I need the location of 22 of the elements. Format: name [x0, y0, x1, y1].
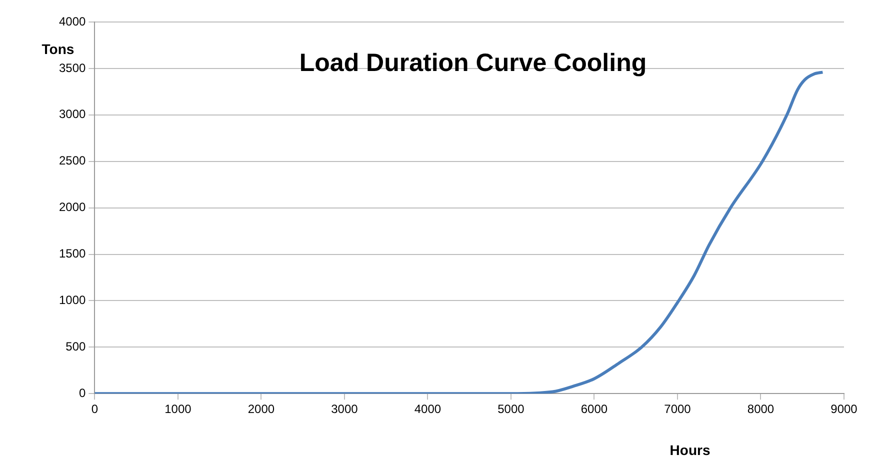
- x-tick-label: 6000: [580, 402, 608, 416]
- x-tick-label: 8000: [747, 402, 774, 416]
- x-tick-label: 1000: [164, 402, 192, 416]
- y-tick-label: 2000: [58, 200, 86, 214]
- x-tick-label: 7000: [664, 402, 692, 416]
- y-tick-label: 2500: [58, 154, 86, 168]
- y-tick-label: 1000: [58, 293, 86, 308]
- text: Load Duration Curve Cooling: [299, 48, 647, 77]
- y-tick-label: 4000: [58, 14, 86, 28]
- x-tick-label: 3000: [331, 402, 358, 416]
- x-tick-label: 2000: [248, 402, 275, 416]
- y-tick-label: 0: [79, 386, 86, 400]
- y-tick-label: 3500: [58, 60, 86, 75]
- x-tick-label: 9000: [830, 402, 858, 416]
- y-tick-label: 500: [66, 339, 86, 354]
- x-tick-label: 4000: [414, 402, 442, 416]
- y-tick-label: 1500: [58, 246, 86, 261]
- y-axis-title: Tons: [42, 40, 74, 57]
- x-axis-title: Hours: [670, 442, 710, 458]
- y-tick-label: 3000: [58, 107, 86, 122]
- x-tick-label: 5000: [498, 402, 525, 416]
- x-tick-label: 0: [91, 402, 98, 416]
